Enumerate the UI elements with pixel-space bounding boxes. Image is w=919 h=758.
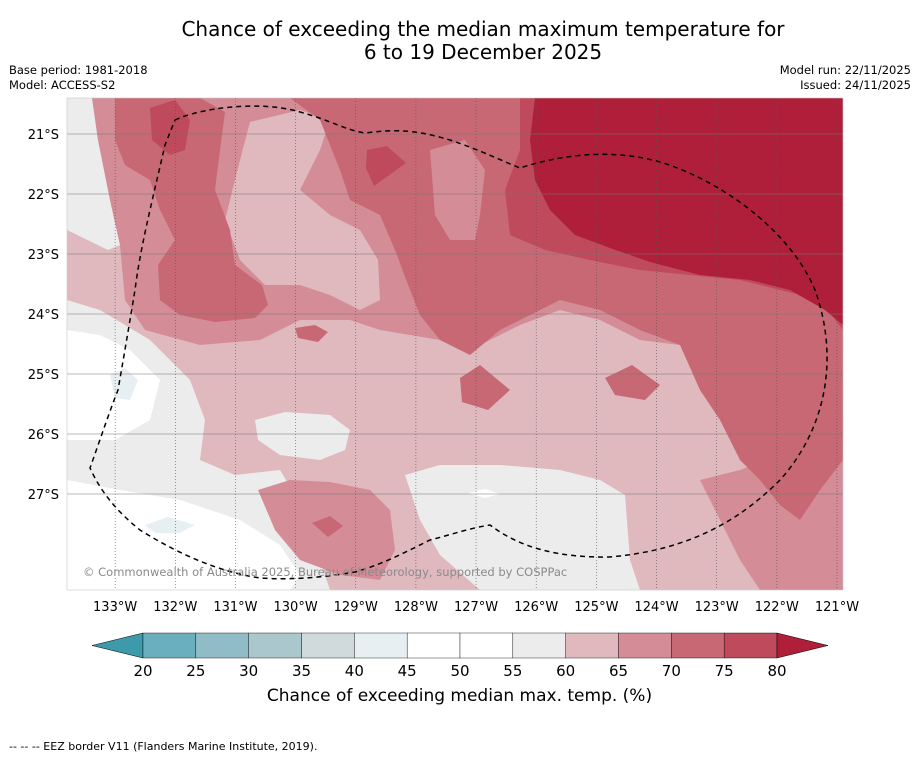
colorbar-tick-label: 50 xyxy=(450,662,469,680)
colorbar-tick-label: 40 xyxy=(345,662,364,680)
issued-date: Issued: 24/11/2025 xyxy=(800,78,911,92)
probability-contours xyxy=(67,98,843,590)
colorbar-segment xyxy=(565,632,619,659)
longitude-label: 132°W xyxy=(153,600,197,615)
eez-border xyxy=(89,105,828,580)
color-region xyxy=(295,325,328,342)
latitude-label: 21°S xyxy=(28,128,59,143)
latitude-label: 24°S xyxy=(28,308,59,323)
graticule xyxy=(67,98,843,590)
color-region xyxy=(405,465,640,590)
longitude-label: 126°W xyxy=(514,600,558,615)
color-region xyxy=(530,98,843,325)
latitude-label: 22°S xyxy=(28,188,59,203)
color-region xyxy=(67,98,120,250)
latitude-labels: 21°S 22°S 23°S 24°S 25°S 26°S 27°S xyxy=(28,128,59,503)
eez-footnote: -- -- -- EEZ border V11 (Flanders Marine… xyxy=(9,740,318,753)
colorbar-segment xyxy=(618,632,672,659)
colorbar-extend-high xyxy=(776,632,829,659)
longitude-label: 122°W xyxy=(755,600,799,615)
colorbar-tick-label: 70 xyxy=(662,662,681,680)
colorbar-segment xyxy=(406,632,461,659)
colorbar-segment xyxy=(301,632,355,659)
colorbar-extend-low xyxy=(91,632,144,659)
model-name: Model: ACCESS-S2 xyxy=(9,78,116,92)
longitude-label: 128°W xyxy=(394,600,438,615)
model-run: Model run: 22/11/2025 xyxy=(779,63,911,77)
latitude-label: 27°S xyxy=(28,488,59,503)
longitude-label: 127°W xyxy=(454,600,498,615)
colorbar-segment xyxy=(512,632,566,659)
colorbar-segment xyxy=(671,632,725,659)
colorbar-segment xyxy=(459,632,514,659)
title-line-2: 6 to 19 December 2025 xyxy=(363,40,603,64)
longitude-label: 125°W xyxy=(574,600,618,615)
colorbar-tick-label: 60 xyxy=(556,662,575,680)
colorbar-segment xyxy=(354,632,408,659)
color-region xyxy=(255,412,350,460)
map-frame xyxy=(66,97,844,591)
longitude-label: 131°W xyxy=(213,600,257,615)
title-line-1: Chance of exceeding the median maximum t… xyxy=(181,17,785,41)
latitude-label: 25°S xyxy=(28,368,59,383)
map-title: Chance of exceeding the median maximum t… xyxy=(60,18,906,64)
copyright-credit: © Commonwealth of Australia 2025, Bureau… xyxy=(83,565,568,579)
color-region xyxy=(366,146,406,186)
color-region xyxy=(115,98,268,322)
colorbar-tick-label: 25 xyxy=(186,662,205,680)
colorbar: 20 25 30 35 40 45 50 55 60 65 70 75 80 xyxy=(91,632,829,680)
colorbar-tick-label: 75 xyxy=(715,662,734,680)
color-region xyxy=(312,516,343,537)
colorbar-tick-label: 20 xyxy=(133,662,152,680)
longitude-labels: 133°W 132°W 131°W 130°W 129°W 128°W 127°W 126°W… xyxy=(93,600,859,615)
base-period: Base period: 1981-2018 xyxy=(9,63,148,77)
colorbar-tick-label: 45 xyxy=(398,662,417,680)
colorbar-segment xyxy=(195,632,249,659)
latitude-label: 23°S xyxy=(28,248,59,263)
color-region xyxy=(410,378,426,397)
longitude-label: 130°W xyxy=(274,600,318,615)
longitude-label: 133°W xyxy=(93,600,137,615)
meta-right: Model run: 22/11/2025 Issued: 24/11/2025 xyxy=(780,63,911,93)
colorbar-title: Chance of exceeding median max. temp. (%… xyxy=(266,686,653,706)
colorbar-segment xyxy=(248,632,302,659)
meta-left: Base period: 1981-2018 Model: ACCESS-S2 xyxy=(9,63,148,93)
latitude-label: 26°S xyxy=(28,428,59,443)
color-region xyxy=(460,365,510,410)
colorbar-segment xyxy=(142,632,197,659)
colorbar-tick-label: 65 xyxy=(609,662,628,680)
color-region xyxy=(145,517,195,533)
colorbar-tick-label: 35 xyxy=(292,662,311,680)
colorbar-tick-label: 55 xyxy=(503,662,522,680)
longitude-label: 121°W xyxy=(815,600,859,615)
colorbar-segment xyxy=(723,632,778,659)
colorbar-tick-label: 80 xyxy=(767,662,786,680)
color-region xyxy=(67,480,300,590)
longitude-label: 123°W xyxy=(695,600,739,615)
color-region xyxy=(225,110,380,310)
longitude-label: 129°W xyxy=(334,600,378,615)
color-region xyxy=(430,140,485,240)
longitude-label: 124°W xyxy=(634,600,678,615)
color-region xyxy=(150,100,190,155)
colorbar-tick-label: 30 xyxy=(239,662,258,680)
